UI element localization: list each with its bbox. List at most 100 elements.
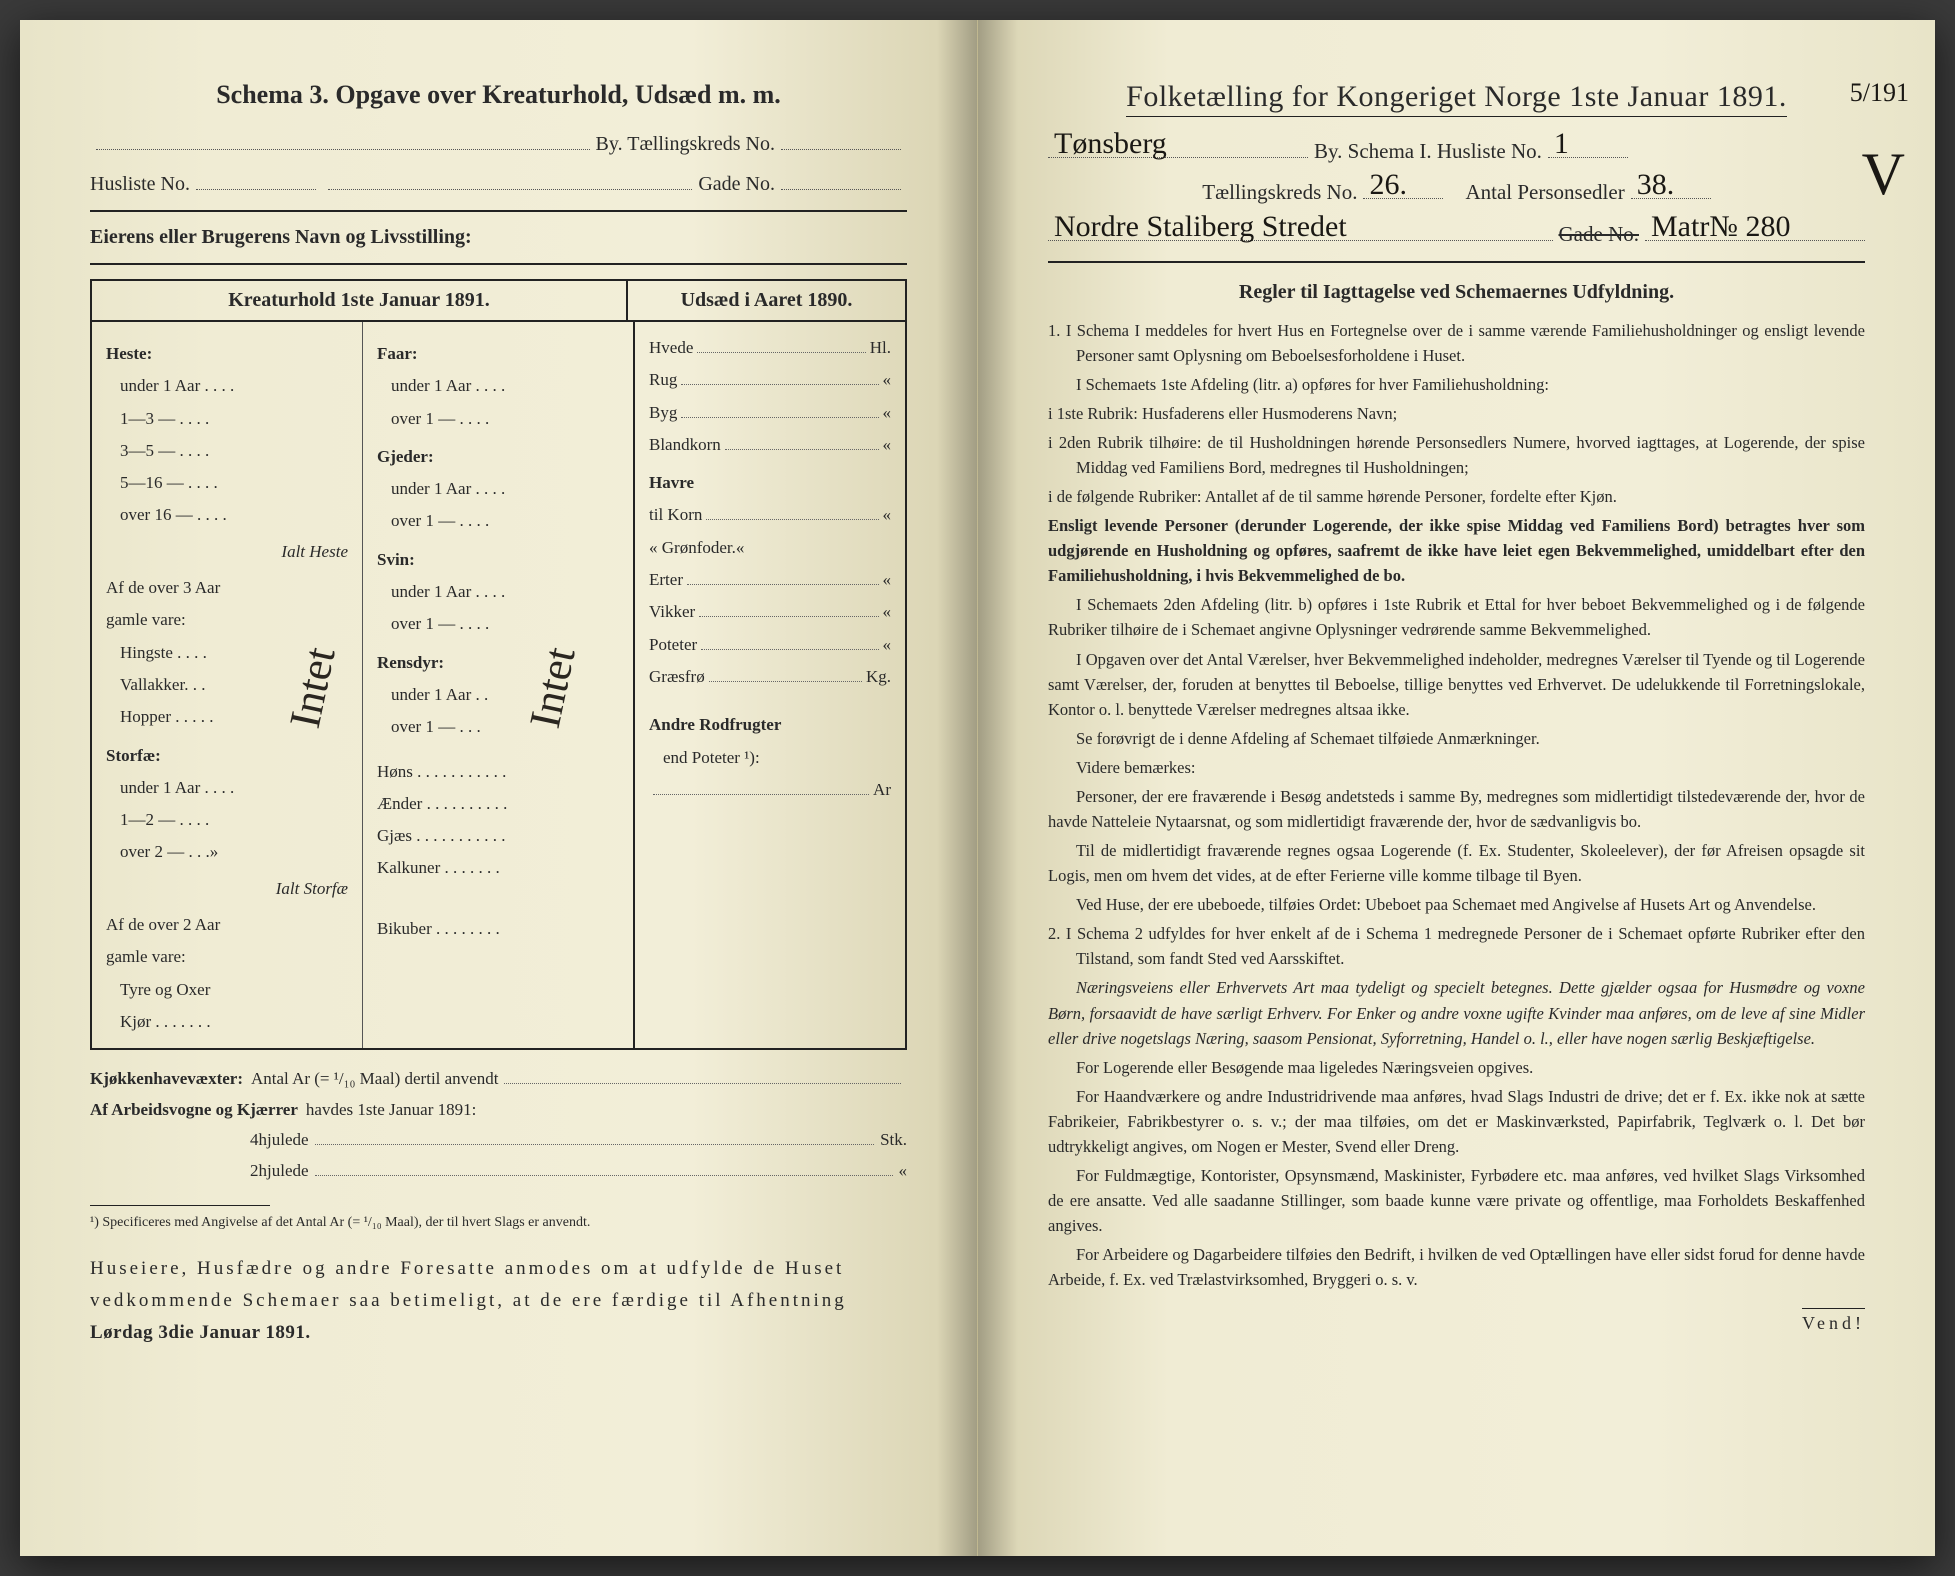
by-label: By. Tællingskreds No. <box>596 133 775 156</box>
rensdyr-item: over 1 — . . . <box>377 711 619 743</box>
ialt-storfae: Ialt Storfæ <box>106 873 348 905</box>
seed-row: HvedeHl. <box>649 332 891 364</box>
seed-row: Byg« <box>649 397 891 429</box>
faar-item: under 1 Aar . . . . <box>377 370 619 402</box>
seed-row: Poteter« <box>649 629 891 661</box>
rule-p: I Opgaven over det Antal Værelser, hver … <box>1048 647 1865 722</box>
gamle-vare: gamle vare: <box>106 604 348 636</box>
hand-personsedler: 38. <box>1637 168 1675 202</box>
heste-item: over 16 — . . . . <box>106 499 348 531</box>
gade-no-struck: Gade No. <box>1559 222 1639 247</box>
rule-p: i de følgende Rubriker: Antallet af de t… <box>1048 484 1865 509</box>
gamle-vare2: gamle vare: <box>106 941 348 973</box>
svin-item: over 1 — . . . . <box>377 608 619 640</box>
vend-label: Vend! <box>1802 1308 1865 1334</box>
kjokken-label: Kjøkkenhavevæxter: <box>90 1064 243 1095</box>
svin-item: under 1 Aar . . . . <box>377 576 619 608</box>
kjokken-text: Antal Ar (= ¹/₁₀ Maal) dertil anvendt <box>251 1064 498 1095</box>
rule-p: For Fuldmægtige, Kontorister, Opsynsmænd… <box>1048 1163 1865 1238</box>
by-line: By. Tællingskreds No. <box>90 128 907 156</box>
gjeder-item: under 1 Aar . . . . <box>377 473 619 505</box>
hand-city: Tønsberg <box>1054 127 1167 161</box>
stk2: « <box>899 1156 908 1187</box>
andre-ar: Ar <box>649 774 891 806</box>
rule-p: Videre bemærkes: <box>1048 755 1865 780</box>
seed-row: Erter« <box>649 564 891 596</box>
rule-p: i 1ste Rubrik: Husfaderens eller Husmode… <box>1048 401 1865 426</box>
rule-p: I Schemaets 2den Afdeling (litr. b) opfø… <box>1048 592 1865 642</box>
taellingskreds-label: Tællingskreds No. <box>1202 180 1357 205</box>
rule-p: Personer, der ere fraværende i Besøg and… <box>1048 784 1865 834</box>
kreds-line: Tællingskreds No. 26. Antal Personsedler… <box>1048 174 1865 205</box>
rule-p: Til de midlertidigt fraværende regnes og… <box>1048 838 1865 888</box>
col-heste-storfae: Heste: under 1 Aar . . . . 1—3 — . . . .… <box>92 322 363 1048</box>
other-item: Bikuber . . . . . . . . <box>377 913 619 945</box>
arbeidsvogne-text: havdes 1ste Januar 1891: <box>306 1095 476 1126</box>
col-faar-etc: Faar: under 1 Aar . . . . over 1 — . . .… <box>363 322 635 1048</box>
rule-p: Se forøvrigt de i denne Afdeling af Sche… <box>1048 726 1865 751</box>
storfae-item: 1—2 — . . . . <box>106 804 348 836</box>
col-udsaed: HvedeHl. Rug« Byg« Blandkorn« Havre til … <box>635 322 905 1048</box>
other-item: Kalkuner . . . . . . . <box>377 852 619 884</box>
owner-label: Eierens eller Brugerens Navn og Livsstil… <box>90 226 907 249</box>
storfae-item: over 2 — . . .» <box>106 836 348 868</box>
seed-row: til Korn« <box>649 499 891 531</box>
header-udsaed: Udsæd i Aaret 1890. <box>628 281 905 320</box>
heste-item: under 1 Aar . . . . <box>106 370 348 402</box>
hand-kreds-no: 26. <box>1369 168 1407 202</box>
regler-title: Regler til Iagttagelse ved Schemaernes U… <box>1048 281 1865 304</box>
husliste-label: Husliste No. <box>90 173 190 196</box>
gjeder-head: Gjeder: <box>377 441 619 473</box>
rule-p: 1. I Schema I meddeles for hvert Hus en … <box>1048 318 1865 368</box>
hand-street: Nordre Staliberg Stredet <box>1054 210 1347 244</box>
personsedler-label: Antal Personsedler <box>1465 180 1624 205</box>
other-item: Gjæs . . . . . . . . . . . <box>377 820 619 852</box>
rule-p: 2. I Schema 2 udfyldes for hver enkelt a… <box>1048 921 1865 971</box>
gamle-item: Hopper . . . . . <box>106 701 348 733</box>
other-item: Høns . . . . . . . . . . . <box>377 756 619 788</box>
svin-head: Svin: <box>377 544 619 576</box>
by-schema-label: By. Schema I. Husliste No. <box>1314 139 1542 164</box>
footnote: ¹) Specificeres med Angivelse af det Ant… <box>90 1212 907 1233</box>
rule-p: For Haandværkere og andre Industridriven… <box>1048 1084 1865 1159</box>
seed-row: Rug« <box>649 364 891 396</box>
closing-text: Huseiere, Husfædre og andre Foresatte an… <box>90 1253 907 1350</box>
other-item: Ænder . . . . . . . . . . <box>377 788 619 820</box>
schema3-title: Schema 3. Opgave over Kreaturhold, Udsæd… <box>90 80 907 110</box>
andre-rod: Andre Rodfrugter <box>649 709 891 741</box>
gamle2-item: Kjør . . . . . . . <box>106 1006 348 1038</box>
seed-row: GræsfrøKg. <box>649 661 891 693</box>
heste-item: 1—3 — . . . . <box>106 403 348 435</box>
city-line: Tønsberg By. Schema I. Husliste No. 1 <box>1048 133 1865 164</box>
gamle2-item: Tyre og Oxer <box>106 974 348 1006</box>
gade-label: Gade No. <box>698 173 775 196</box>
heste-item: 5—16 — . . . . <box>106 467 348 499</box>
census-title: Folketælling for Kongeriget Norge 1ste J… <box>1126 80 1787 117</box>
seed-row: Blandkorn« <box>649 429 891 461</box>
livestock-table: Kreaturhold 1ste Januar 1891. Udsæd i Aa… <box>90 279 907 1050</box>
gamle-item: Hingste . . . . <box>106 637 348 669</box>
andre-rod2: end Poteter ¹): <box>649 742 891 774</box>
gjeder-item: over 1 — . . . . <box>377 505 619 537</box>
af2aar: Af de over 2 Aar <box>106 909 348 941</box>
2hjulede: 2hjulede <box>250 1156 309 1187</box>
hand-matrno: Matr№ 280 <box>1651 210 1790 244</box>
faar-head: Faar: <box>377 338 619 370</box>
arbeidsvogne-label: Af Arbeidsvogne og Kjærrer <box>90 1095 298 1126</box>
margin-fraction: 5/191 <box>1850 78 1909 108</box>
ialt-heste: Ialt Heste <box>106 536 348 568</box>
rules-body: 1. I Schema I meddeles for hvert Hus en … <box>1048 318 1865 1293</box>
rule-p: Næringsveiens eller Erhvervets Art maa t… <box>1048 975 1865 1050</box>
rensdyr-item: under 1 Aar . . <box>377 679 619 711</box>
hand-husliste-no: 1 <box>1554 127 1569 161</box>
gamle-item: Vallakker. . . <box>106 669 348 701</box>
heste-head: Heste: <box>106 338 348 370</box>
rule-p: Ved Huse, der ere ubeboede, tilføies Ord… <box>1048 892 1865 917</box>
storfae-head: Storfæ: <box>106 740 348 772</box>
rule-p: i 2den Rubrik tilhøire: de til Husholdni… <box>1048 430 1865 480</box>
rule-p: For Arbeidere og Dagarbeidere tilføies d… <box>1048 1242 1865 1292</box>
havre-head: Havre <box>649 467 891 499</box>
faar-item: over 1 — . . . . <box>377 403 619 435</box>
right-page: Folketælling for Kongeriget Norge 1ste J… <box>978 20 1935 1556</box>
left-page: Schema 3. Opgave over Kreaturhold, Udsæd… <box>20 20 978 1556</box>
